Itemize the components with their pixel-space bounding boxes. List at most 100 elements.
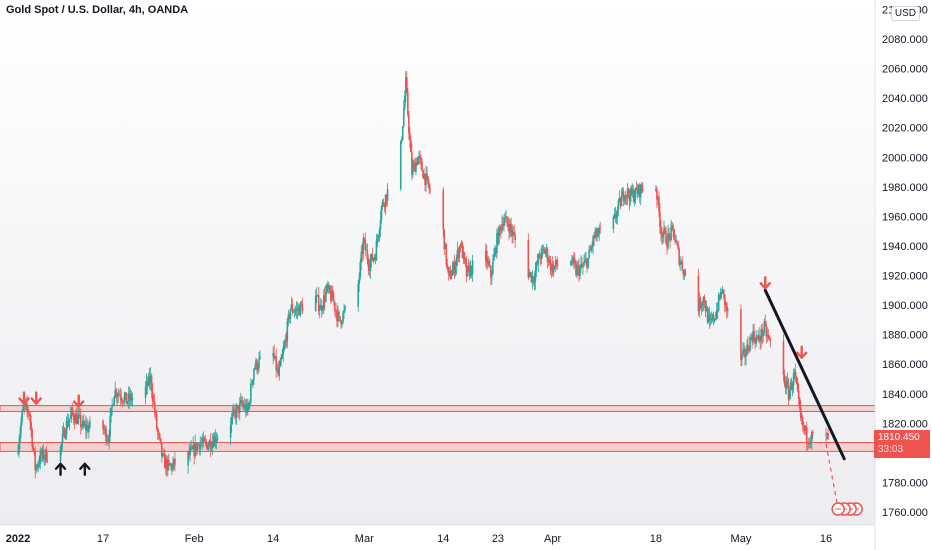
candle-body	[684, 270, 687, 276]
up-arrow-icon[interactable]	[54, 462, 67, 476]
candle-body	[587, 257, 589, 268]
candle-body	[288, 314, 291, 320]
currency-badge[interactable]: USD	[890, 6, 920, 21]
candle-body	[208, 440, 211, 446]
candle-body	[444, 244, 447, 250]
candle-body	[470, 265, 473, 275]
candle-body	[343, 310, 345, 313]
candle-body	[300, 302, 303, 305]
candle-body	[159, 438, 162, 444]
time-tick-label: 17	[97, 533, 109, 545]
candle-body	[22, 405, 24, 412]
trendline[interactable]	[763, 288, 846, 461]
support-resistance-zone[interactable]	[0, 405, 876, 412]
candle-body	[126, 401, 129, 404]
candle-body	[758, 335, 760, 341]
candle-body	[454, 266, 457, 274]
candle-body	[403, 95, 406, 109]
symbol-title[interactable]: Gold Spot / U.S. Dollar, 4h, OANDA	[6, 4, 189, 16]
candle-body	[714, 318, 717, 320]
candle-body	[163, 454, 165, 456]
candle-body	[121, 400, 124, 402]
candle-body	[459, 246, 462, 248]
candle-body	[212, 441, 215, 447]
candle-body	[237, 405, 240, 414]
candle-body	[655, 188, 657, 191]
price-tick-label: 1820.000	[882, 418, 928, 430]
candle-body	[449, 271, 452, 279]
candle-body	[636, 190, 639, 195]
candle-body	[676, 241, 678, 245]
candle-body	[61, 433, 64, 443]
candle-body	[508, 226, 510, 233]
candle-body	[664, 228, 666, 231]
candle-body	[103, 429, 105, 430]
candle-body	[363, 238, 366, 240]
candle-body	[425, 173, 427, 185]
candle-body	[23, 405, 25, 407]
candle-body	[337, 311, 339, 322]
candle-body	[402, 108, 405, 127]
down-arrow-icon[interactable]	[759, 276, 771, 290]
candle-body	[246, 403, 248, 413]
candle-body	[556, 265, 559, 267]
candle-body	[448, 271, 451, 274]
candle-body	[201, 442, 204, 444]
candle-body	[195, 442, 198, 452]
candle-body	[536, 262, 539, 264]
candle-body	[89, 420, 91, 428]
candle-body	[376, 238, 379, 242]
candle-body	[633, 197, 636, 202]
candle-body	[709, 318, 712, 321]
candle-body	[360, 251, 363, 263]
candle-body	[124, 392, 127, 397]
candle-body	[204, 440, 207, 443]
candle-body	[589, 250, 591, 251]
candle-body	[742, 349, 744, 355]
candle-body	[445, 244, 448, 265]
candle-body	[73, 420, 76, 424]
candle-body	[537, 254, 540, 264]
candle-body	[465, 263, 468, 277]
candle-body	[378, 229, 381, 236]
candle-body	[443, 229, 446, 250]
candle-body	[574, 260, 576, 264]
candle-body	[672, 225, 674, 230]
candle-body	[377, 235, 380, 239]
candle-body	[700, 305, 703, 308]
candle-body	[678, 248, 680, 265]
time-tick-label: Mar	[355, 533, 374, 545]
down-arrow-icon[interactable]	[18, 391, 30, 405]
candle-body	[424, 173, 426, 185]
candle-body	[810, 441, 812, 443]
down-arrow-icon[interactable]	[795, 345, 808, 359]
candle-body	[120, 397, 123, 401]
candle-body	[744, 348, 746, 357]
candle-body	[572, 257, 574, 264]
down-arrow-icon[interactable]	[73, 394, 85, 408]
candle-body	[109, 416, 111, 437]
candle-body	[800, 417, 803, 419]
support-resistance-zone[interactable]	[0, 442, 876, 452]
down-arrow-icon[interactable]	[30, 391, 42, 405]
candle-body	[104, 428, 106, 430]
candle-body	[551, 264, 554, 273]
candle-body	[701, 303, 704, 306]
candle-body	[231, 413, 234, 418]
price-axis[interactable]: 2100.0002080.0002060.0002040.0002020.000…	[882, 4, 928, 519]
candle-body	[233, 409, 236, 412]
candle-body	[751, 337, 753, 342]
projection-path[interactable]	[825, 443, 839, 510]
up-arrow-icon[interactable]	[79, 462, 91, 476]
candle-body	[419, 156, 421, 158]
candle-body	[593, 236, 595, 238]
candle-body	[252, 379, 254, 385]
candle-body	[253, 368, 255, 380]
candle-body	[321, 308, 324, 311]
candle-body	[549, 259, 552, 271]
candle-body	[24, 404, 26, 407]
candle-body	[290, 304, 293, 310]
time-axis[interactable]: 2022 17 Feb 14 Mar 14 23 Apr 18 May 16	[6, 533, 832, 545]
